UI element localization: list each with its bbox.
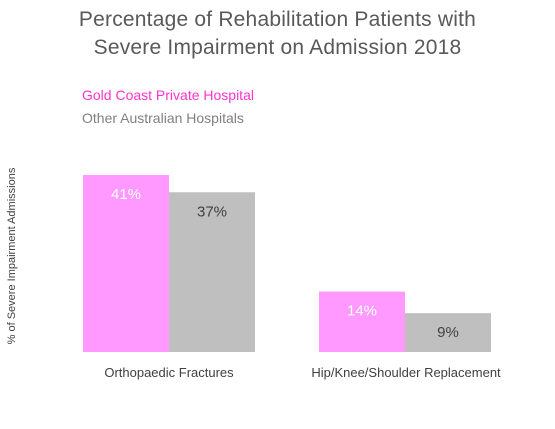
data-label-other-1: 9% [437, 324, 459, 341]
chart-title-line-2: Severe Impairment on Admission 2018 [93, 36, 462, 59]
category-label-1: Hip/Knee/Shoulder Replacement [311, 365, 501, 380]
bar-other-0 [169, 192, 255, 352]
data-label-gold-coast-1: 14% [347, 303, 377, 320]
chart-title-line-1: Percentage of Rehabilitation Patients wi… [78, 8, 477, 31]
bar-other-1 [405, 313, 491, 352]
data-label-other-0: 37% [197, 203, 227, 220]
legend-entry-other-hospitals: Other Australian Hospitals [82, 110, 244, 126]
bar-gold-coast-1 [319, 291, 405, 352]
legend-entry-gold-coast: Gold Coast Private Hospital [82, 87, 254, 103]
bar-gold-coast-0 [83, 175, 169, 352]
legend: Gold Coast Private Hospital Other Austra… [82, 84, 254, 130]
chart-title: Percentage of Rehabilitation Patients wi… [0, 6, 555, 62]
category-label-0: Orthopaedic Fractures [104, 365, 234, 380]
data-label-gold-coast-0: 41% [111, 186, 141, 203]
